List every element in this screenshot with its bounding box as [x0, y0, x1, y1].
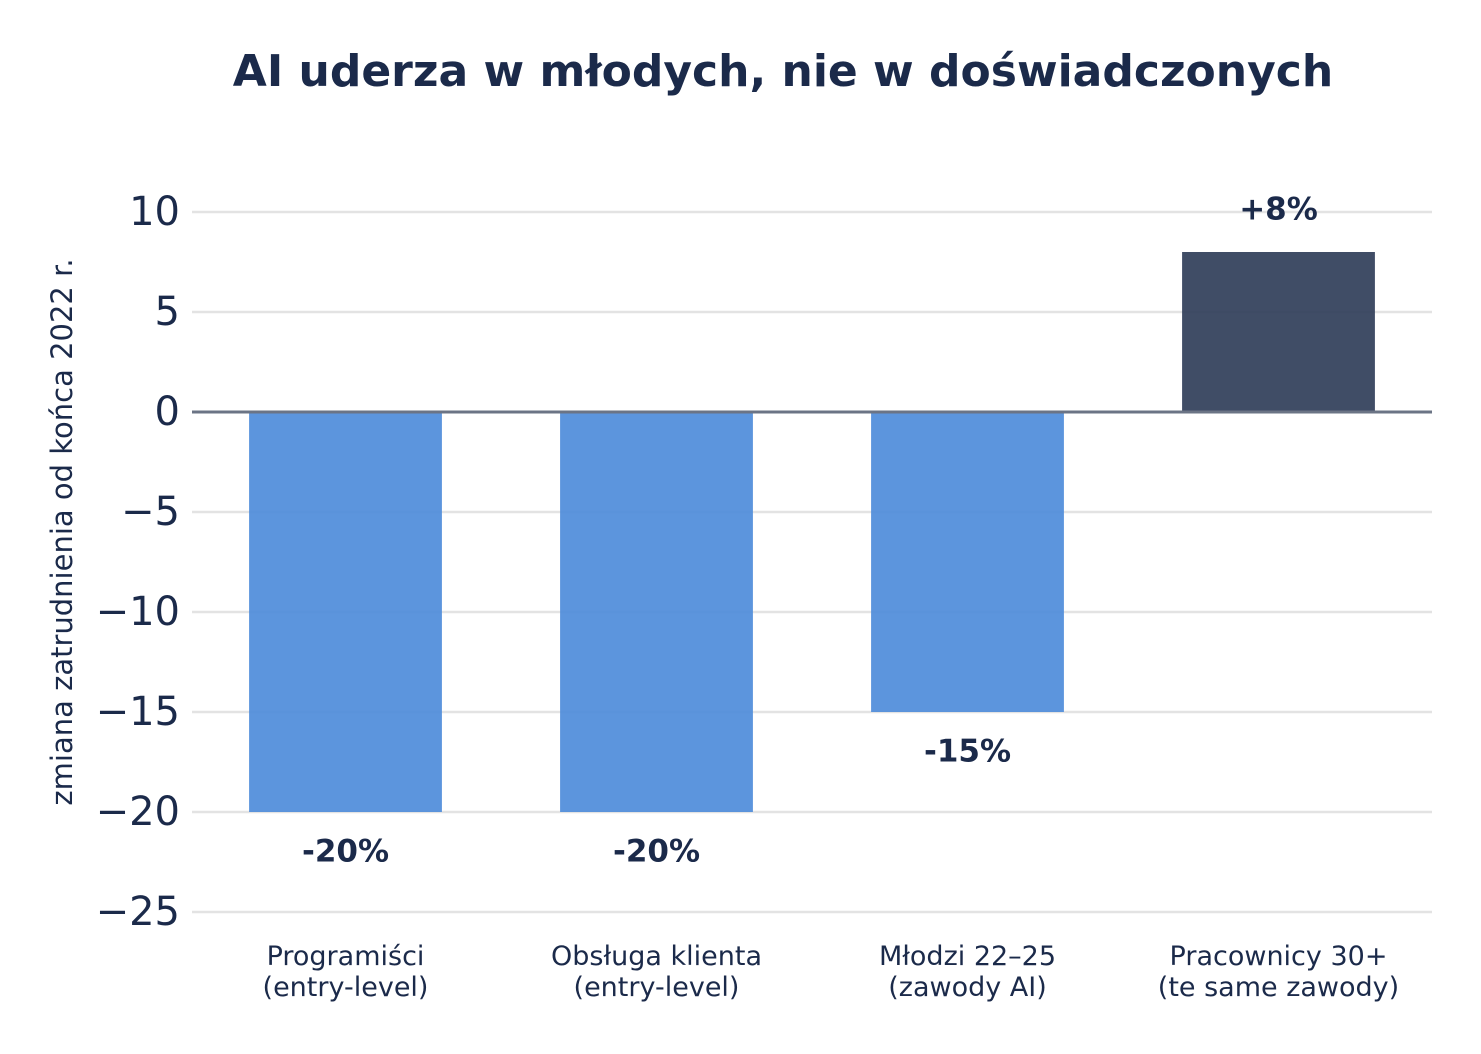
bar [1182, 252, 1375, 412]
y-tick-label: 10 [129, 189, 180, 235]
bar [871, 412, 1064, 712]
y-tick-label: 5 [155, 289, 180, 335]
chart-title: AI uderza w młodych, nie w doświadczonyc… [233, 46, 1333, 97]
y-tick-label: −10 [96, 589, 180, 635]
y-axis-label: zmiana zatrudnienia od końca 2022 r. [45, 258, 79, 805]
x-tick-label: Programiści (entry-level) [263, 941, 429, 1003]
bar [560, 412, 753, 812]
value-label: -20% [302, 834, 389, 870]
value-label: -20% [613, 834, 700, 870]
y-tick-label: −5 [121, 489, 180, 535]
value-label: -15% [924, 734, 1011, 770]
value-label: +8% [1239, 192, 1318, 228]
y-tick-label: 0 [155, 389, 180, 435]
x-tick-label: Młodzi 22–25 (zawody AI) [879, 941, 1056, 1003]
x-tick-label: Obsługa klienta (entry-level) [551, 941, 762, 1003]
y-tick-label: −15 [96, 689, 180, 735]
x-tick-label: Pracownicy 30+ (te same zawody) [1158, 941, 1399, 1003]
bar [249, 412, 442, 812]
y-tick-label: −20 [96, 789, 180, 835]
y-tick-label: −25 [96, 889, 180, 935]
